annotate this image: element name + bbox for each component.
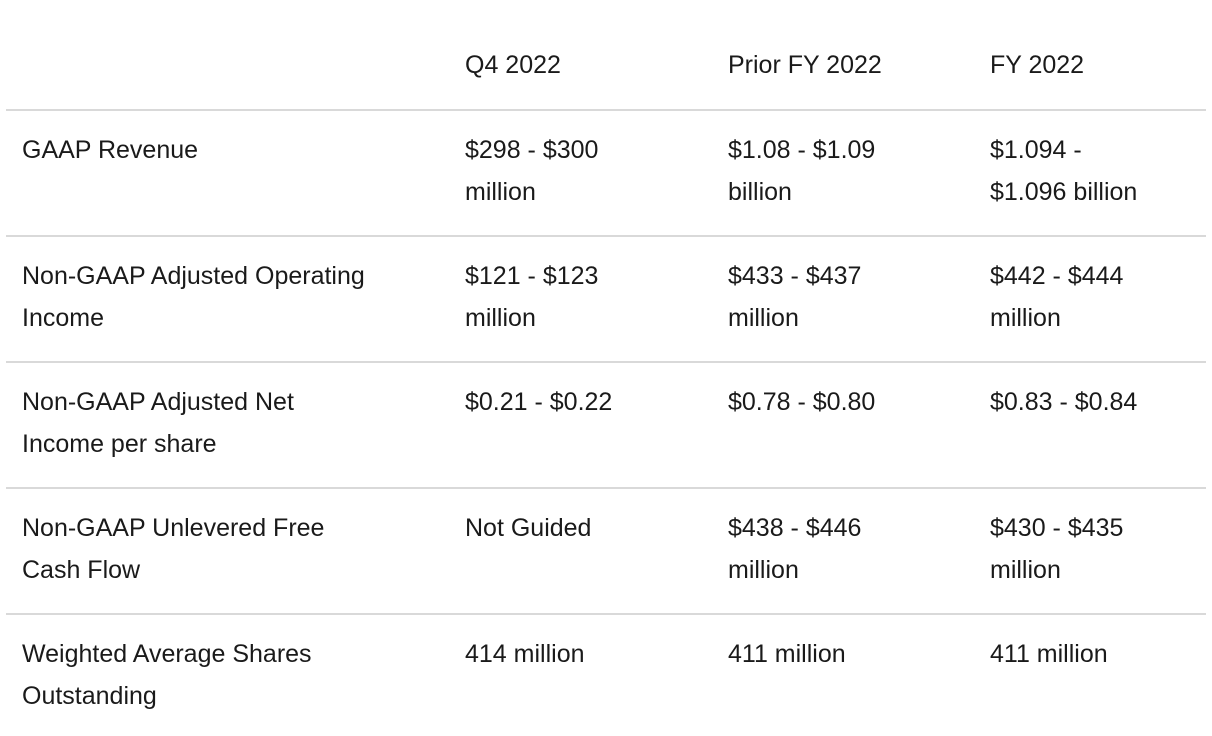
- row-label-unlevered-free-cash-flow: Non-GAAP Unlevered Free Cash Flow: [6, 487, 465, 614]
- table-row-adjusted-operating-income: Non-GAAP Adjusted Operating Income $121 …: [6, 235, 1206, 362]
- cell-adjusted-net-income-fy-2022: $0.83 - $0.84: [990, 361, 1206, 488]
- column-header-prior-fy-2022: Prior FY 2022: [728, 51, 882, 79]
- row-label-weighted-average-shares: Weighted Average Shares Outstanding: [6, 613, 465, 736]
- table-row-unlevered-free-cash-flow: Non-GAAP Unlevered Free Cash Flow Not Gu…: [6, 487, 1206, 614]
- cell-gaap-revenue-prior-fy-2022: $1.08 - $1.09 billion: [728, 109, 990, 236]
- cell-adjusted-operating-income-prior-fy-2022: $433 - $437 million: [728, 235, 990, 362]
- column-header-q4-2022: Q4 2022: [465, 51, 561, 79]
- cell-adjusted-net-income-q4-2022: $0.21 - $0.22: [465, 361, 728, 488]
- cell-unlevered-fcf-q4-2022: Not Guided: [465, 487, 728, 614]
- cell-weighted-shares-prior-fy-2022: 411 million: [728, 613, 990, 736]
- cell-adjusted-operating-income-q4-2022: $121 - $123 million: [465, 235, 728, 362]
- cell-adjusted-operating-income-fy-2022: $442 - $444 million: [990, 235, 1206, 362]
- header-row: Q4 2022 Prior FY 2022 FY 2022: [6, 0, 1206, 110]
- cell-unlevered-fcf-prior-fy-2022: $438 - $446 million: [728, 487, 990, 614]
- row-label-adjusted-operating-income: Non-GAAP Adjusted Operating Income: [6, 235, 465, 362]
- financial-guidance-table: Q4 2022 Prior FY 2022 FY 2022 GAAP Reven…: [6, 0, 1206, 736]
- cell-adjusted-net-income-prior-fy-2022: $0.78 - $0.80: [728, 361, 990, 488]
- row-label-adjusted-net-income-per-share: Non-GAAP Adjusted Net Income per share: [6, 361, 465, 488]
- row-label-gaap-revenue: GAAP Revenue: [6, 109, 465, 236]
- cell-unlevered-fcf-fy-2022: $430 - $435 million: [990, 487, 1206, 614]
- cell-gaap-revenue-q4-2022: $298 - $300 million: [465, 109, 728, 236]
- cell-weighted-shares-q4-2022: 414 million: [465, 613, 728, 736]
- cell-gaap-revenue-fy-2022: $1.094 - $1.096 billion: [990, 109, 1206, 236]
- table-row-adjusted-net-income-per-share: Non-GAAP Adjusted Net Income per share $…: [6, 361, 1206, 488]
- column-header-empty: [6, 0, 465, 110]
- table-row-gaap-revenue: GAAP Revenue $298 - $300 million $1.08 -…: [6, 109, 1206, 236]
- column-header-fy-2022: FY 2022: [990, 51, 1085, 79]
- cell-weighted-shares-fy-2022: 411 million: [990, 613, 1206, 736]
- table-row-weighted-average-shares: Weighted Average Shares Outstanding 414 …: [6, 613, 1206, 736]
